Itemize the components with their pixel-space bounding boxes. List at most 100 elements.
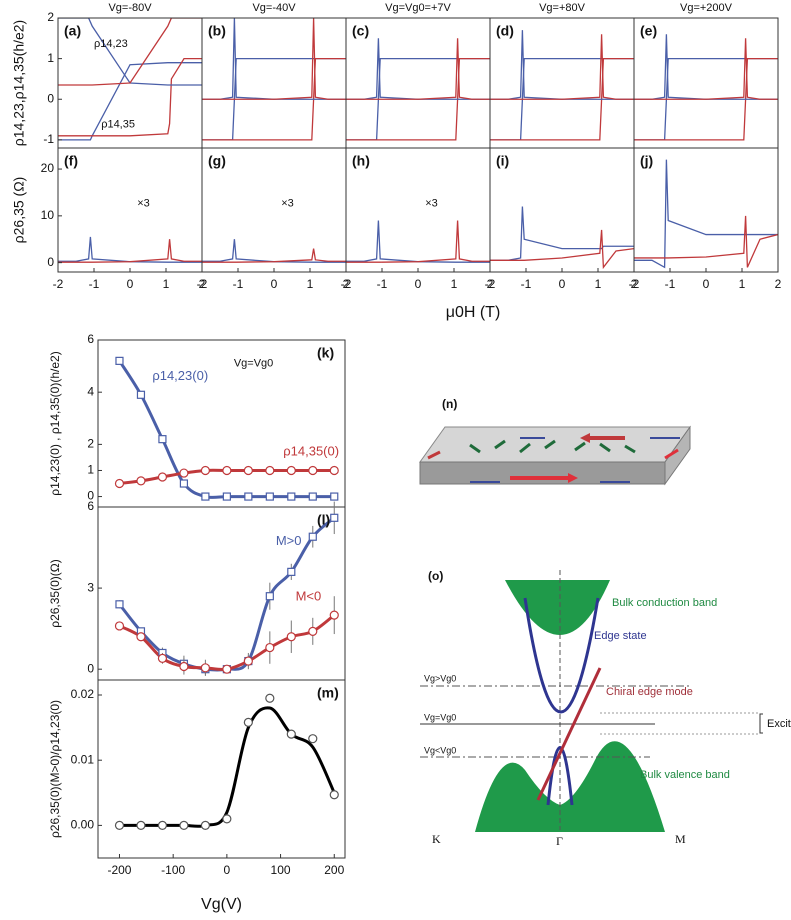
y-tick-label: 6: [87, 332, 94, 346]
x-tick-label: -2: [341, 277, 352, 291]
y-tick-label: 10: [41, 208, 55, 222]
x-tick-label: -2: [629, 277, 640, 291]
series-line: [202, 57, 346, 141]
marker: [265, 465, 275, 476]
valence-band: [475, 741, 665, 832]
panel-label: (h): [352, 153, 370, 169]
label: Bulk conduction band: [612, 597, 717, 609]
series-line: [346, 38, 490, 100]
series-line: [634, 38, 778, 100]
series-line: [202, 239, 346, 263]
series-line: [346, 220, 490, 263]
label: Γ: [556, 834, 563, 848]
marker: [115, 600, 124, 609]
series-line: [490, 229, 634, 270]
x-tick-label: 0: [271, 277, 278, 291]
frame: [489, 147, 635, 273]
diagram-n: (n): [419, 397, 691, 486]
frame: [57, 147, 203, 273]
panel-title: Vg=+80V: [539, 2, 586, 14]
marker: [287, 492, 296, 501]
panel-label: (f): [64, 153, 78, 169]
annotation: ×3: [137, 198, 150, 210]
y-tick-label: 2: [87, 437, 94, 451]
marker: [265, 693, 275, 703]
y-tick-label: 0: [87, 489, 94, 503]
marker: [308, 626, 318, 636]
panel-label: (a): [64, 23, 81, 39]
x-tick-label: 1: [163, 277, 170, 291]
x-tick-label: 0: [224, 863, 231, 877]
x-tick-label: 2: [343, 277, 350, 291]
label: Vg<Vg0: [424, 745, 456, 755]
marker: [136, 820, 146, 830]
marker: [200, 820, 210, 830]
marker: [114, 820, 125, 830]
marker: [114, 621, 125, 631]
marker: [114, 478, 125, 489]
x-tick-label: 0: [703, 277, 710, 291]
annotation: ρ14,35: [101, 119, 135, 131]
label: Vg>Vg0: [424, 673, 456, 683]
marker: [179, 661, 189, 672]
plot-area: [58, 18, 202, 141]
x-tick-label: 1: [595, 277, 602, 291]
plot-area: [634, 34, 778, 141]
marker: [157, 820, 168, 830]
series-line: [634, 57, 778, 141]
marker: [265, 592, 274, 601]
series-line: [346, 57, 490, 141]
series-label: M>0: [276, 533, 302, 548]
edge-state: [523, 597, 600, 714]
series-line: [634, 215, 778, 268]
series-line: [634, 159, 778, 269]
marker: [201, 492, 210, 501]
y-tick-label: 3: [87, 580, 94, 594]
marker: [329, 610, 339, 620]
marker: [158, 435, 167, 444]
marker: [179, 468, 189, 478]
series-line: [346, 38, 490, 100]
gap-bracket: [759, 713, 763, 734]
marker: [157, 653, 168, 663]
panel-label: (m): [317, 685, 339, 701]
series-line: [58, 239, 202, 263]
slab-top: [419, 426, 691, 463]
marker: [179, 479, 189, 488]
y-axis-label: ρ14,23(0) , ρ14,35(0)(h/e2): [48, 351, 62, 495]
x-tick-label: 100: [271, 863, 291, 877]
marker: [136, 390, 146, 399]
frame: [97, 679, 346, 859]
marker: [200, 465, 210, 476]
x-tick-label: -2: [53, 277, 64, 291]
panel-label: (o): [428, 569, 443, 583]
x-tick-label: -2: [485, 277, 496, 291]
slab-front: [419, 461, 666, 485]
x-tick-label: 2: [631, 277, 638, 291]
x-tick-label: 2: [775, 277, 782, 291]
y-tick-label: 0: [87, 661, 94, 675]
x-tick-label: 2: [487, 277, 494, 291]
x-tick-label: -1: [665, 277, 676, 291]
marker: [243, 656, 253, 666]
marker: [265, 492, 274, 501]
marker: [308, 532, 317, 541]
marker: [329, 790, 339, 800]
y-tick-label: 6: [87, 499, 94, 513]
series-line: [490, 206, 634, 261]
x-tick-label: -100: [161, 863, 185, 877]
x-tick-label: -1: [89, 277, 100, 291]
series-line: [490, 57, 634, 141]
marker: [308, 734, 318, 744]
marker: [287, 567, 296, 576]
series-line: [490, 34, 634, 100]
marker: [308, 465, 318, 476]
spin-arrows: [469, 439, 636, 454]
marker: [222, 492, 231, 501]
x-tick-label: 1: [739, 277, 746, 291]
label: Vg=Vg0: [424, 712, 456, 722]
marker: [136, 632, 146, 642]
y-tick-label: 1: [87, 463, 94, 477]
marker: [265, 642, 275, 653]
